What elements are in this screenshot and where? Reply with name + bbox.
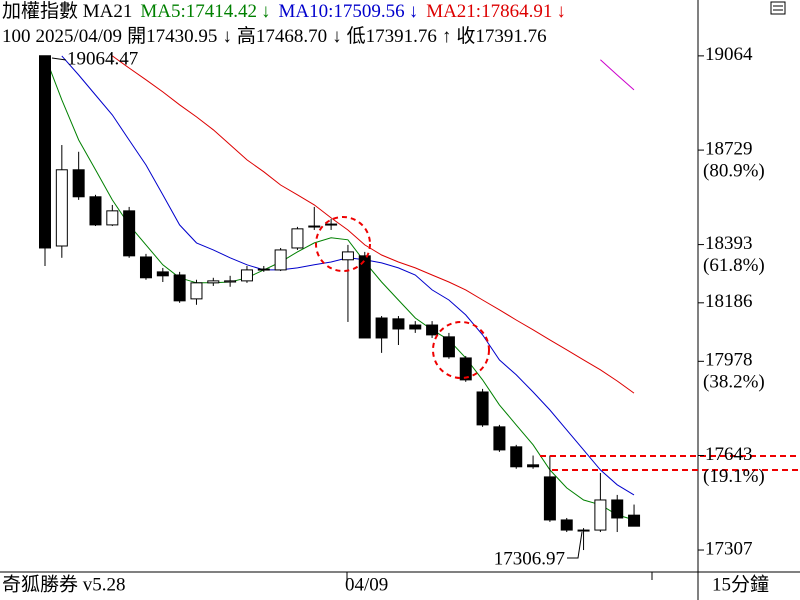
candle-body — [207, 280, 220, 284]
y-tick-label: 18729 — [705, 138, 753, 159]
info-item: 收17391.76 — [456, 25, 546, 47]
candle-body — [89, 196, 102, 226]
candle-body — [308, 225, 321, 228]
y-tick-label: 18393 — [705, 233, 753, 254]
y-tick-label: 17643 — [705, 444, 753, 465]
candle-body — [560, 519, 573, 531]
fib-label: (19.1%) — [703, 466, 765, 487]
y-tick-label: 17307 — [705, 538, 753, 559]
candle-body — [527, 464, 540, 468]
candle-body — [358, 255, 371, 339]
icon-frame[interactable] — [770, 1, 786, 15]
candle-body — [240, 269, 253, 282]
candle-body — [392, 318, 405, 330]
candle-body — [594, 499, 607, 531]
callout-line — [567, 531, 583, 559]
fib-label: (38.2%) — [703, 372, 765, 393]
info-item: ↓ — [222, 26, 232, 47]
candle-body — [106, 210, 119, 226]
candle-body — [628, 514, 641, 527]
header-title: 加權指數 MA21 — [2, 0, 132, 22]
candle-body — [577, 529, 590, 532]
info-item: 高17468.70 — [237, 25, 327, 47]
candle-body — [375, 317, 388, 339]
candle-body — [543, 476, 556, 521]
candle-body — [611, 499, 624, 519]
legend-entry: MA10:17509.56 — [279, 1, 405, 22]
candle-body — [55, 169, 68, 247]
legend-entry: MA5:17414.42 — [140, 1, 257, 22]
y-tick-label: 19064 — [705, 44, 753, 65]
ma-line — [112, 55, 635, 394]
info-item: 開17430.95 — [127, 26, 217, 47]
candle-body — [409, 324, 422, 330]
header-info: 100 2025/04/09 開17430.95 ↓ 高17468.70 ↓ 低17391.… — [2, 25, 547, 47]
candle-body — [257, 268, 270, 271]
candle-body — [325, 223, 338, 226]
ma-line — [44, 55, 635, 521]
info-item: 低17391.76 — [347, 25, 437, 47]
info-item: 2025/04/09 — [36, 26, 123, 47]
info-item: ↑ — [442, 26, 452, 47]
y-tick-label: 17978 — [705, 350, 753, 371]
info-item: 100 — [2, 26, 31, 47]
window-icon[interactable] — [770, 1, 786, 15]
annotation-circle — [432, 321, 490, 379]
low-label: 17306.97 — [494, 548, 565, 569]
x-tick-label: 04/09 — [345, 574, 388, 595]
candle-body — [291, 228, 304, 249]
period-label[interactable]: 15分鐘 — [712, 573, 769, 595]
callout-line — [51, 57, 67, 61]
app-label: 奇狐勝券 v5.28 — [2, 573, 126, 595]
candle-body — [39, 55, 51, 249]
candle-body — [341, 251, 354, 261]
candle-body — [510, 446, 523, 468]
plot-area — [39, 55, 641, 551]
legend-arrow: ↓ — [261, 1, 271, 22]
candle-body — [156, 271, 169, 277]
candle-body — [123, 210, 136, 257]
fib-label: (80.9%) — [703, 160, 765, 181]
candle-body — [224, 280, 237, 283]
candle-body — [173, 274, 186, 302]
high-label: 19064.47 — [67, 48, 138, 69]
legend-arrow: ↓ — [556, 1, 566, 22]
fib-label: (61.8%) — [703, 255, 765, 276]
candle-body — [459, 357, 472, 381]
y-tick-label: 18186 — [705, 291, 753, 312]
header-legend: 加權指數 MA21 MA5:17414.42 ↓ MA10:17509.56 ↓ MA21… — [2, 0, 566, 22]
candle-body — [190, 282, 203, 300]
candle-body — [274, 249, 287, 271]
legend-arrow: ↓ — [409, 1, 419, 22]
legend-entry: MA21:17864.91 — [426, 1, 552, 22]
ma-line — [600, 59, 635, 91]
candle-body — [442, 336, 455, 358]
candle-body — [139, 256, 152, 279]
candle-body — [476, 391, 489, 426]
candle-body — [426, 324, 439, 336]
candle-body — [72, 169, 85, 198]
info-item: ↓ — [332, 26, 342, 47]
candle-body — [493, 426, 506, 451]
annotation-circle — [315, 216, 371, 272]
